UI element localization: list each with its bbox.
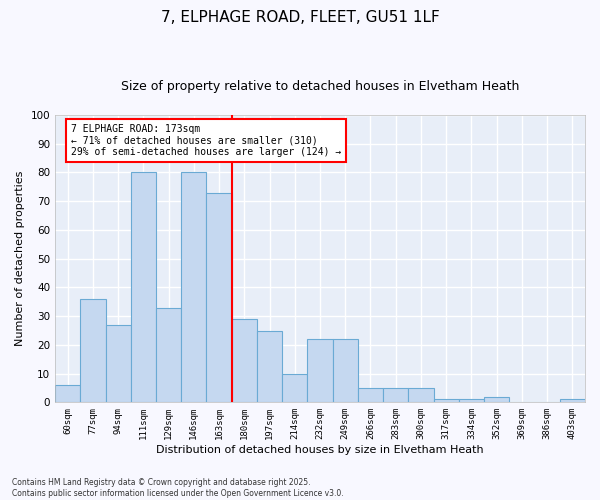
Bar <box>80 299 106 403</box>
Bar <box>307 339 332 402</box>
Bar <box>332 339 358 402</box>
Y-axis label: Number of detached properties: Number of detached properties <box>15 171 25 346</box>
X-axis label: Distribution of detached houses by size in Elvetham Heath: Distribution of detached houses by size … <box>156 445 484 455</box>
Bar <box>181 172 206 402</box>
Bar <box>409 388 434 402</box>
Bar <box>358 388 383 402</box>
Bar <box>106 325 131 402</box>
Bar <box>560 400 585 402</box>
Bar <box>232 319 257 402</box>
Bar <box>156 308 181 402</box>
Bar <box>55 385 80 402</box>
Bar <box>282 374 307 402</box>
Bar <box>383 388 409 402</box>
Text: 7 ELPHAGE ROAD: 173sqm
← 71% of detached houses are smaller (310)
29% of semi-de: 7 ELPHAGE ROAD: 173sqm ← 71% of detached… <box>71 124 341 157</box>
Bar <box>257 330 282 402</box>
Bar <box>484 396 509 402</box>
Bar <box>131 172 156 402</box>
Bar <box>434 400 459 402</box>
Text: Contains HM Land Registry data © Crown copyright and database right 2025.
Contai: Contains HM Land Registry data © Crown c… <box>12 478 344 498</box>
Bar <box>459 400 484 402</box>
Text: 7, ELPHAGE ROAD, FLEET, GU51 1LF: 7, ELPHAGE ROAD, FLEET, GU51 1LF <box>161 10 439 25</box>
Title: Size of property relative to detached houses in Elvetham Heath: Size of property relative to detached ho… <box>121 80 519 93</box>
Bar <box>206 192 232 402</box>
